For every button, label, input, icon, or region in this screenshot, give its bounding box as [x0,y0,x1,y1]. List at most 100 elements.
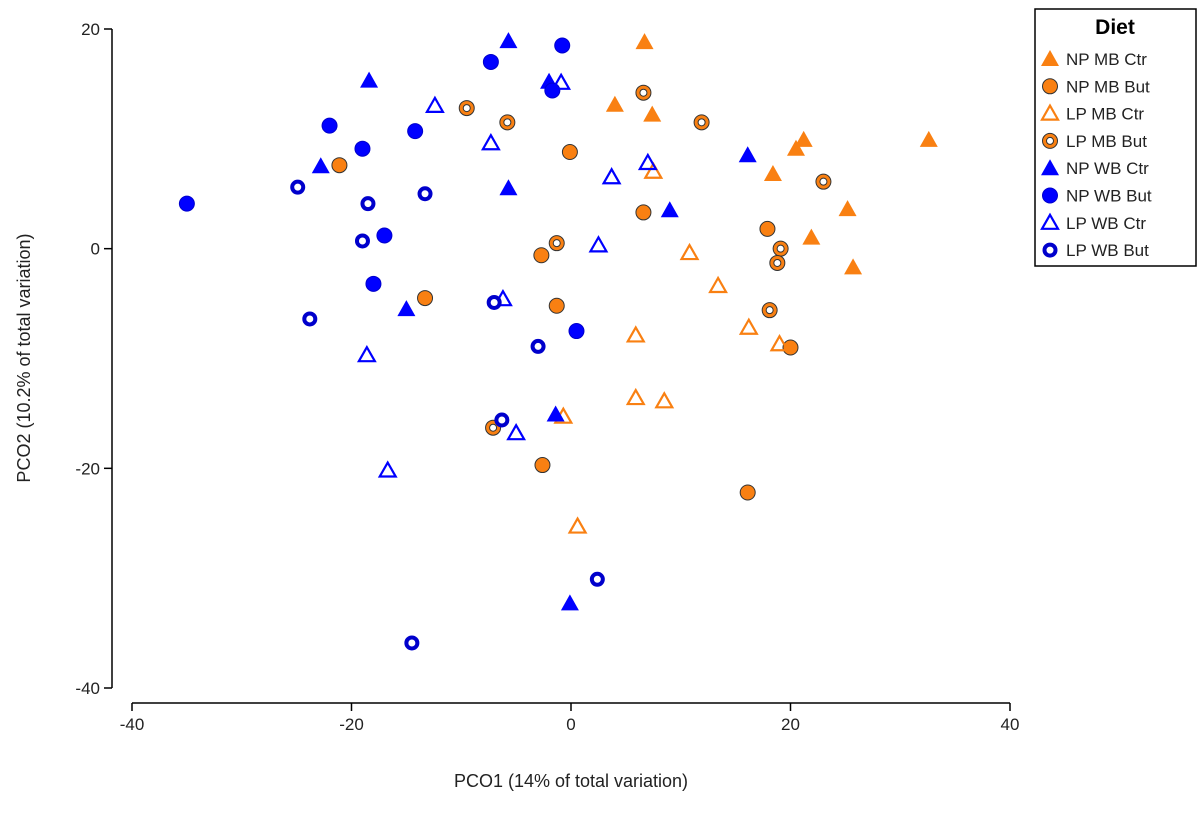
data-point [738,146,757,163]
legend-entry: NP WB Ctr [1041,159,1149,178]
series-np-mb-but [331,144,799,501]
data-point [546,405,565,422]
data-point [605,95,624,112]
y-tick-label: 0 [91,240,100,259]
legend-marker [1042,132,1058,149]
legend-label: LP WB Ctr [1066,214,1146,233]
data-point [635,84,652,101]
ring-marker [494,412,510,428]
series-lp-wb-ctr [356,72,658,478]
ring-inner [819,177,828,186]
data-point [331,157,348,174]
data-point [561,144,578,161]
data-point [404,635,420,651]
data-point [365,275,382,292]
data-point [376,227,393,244]
data-point [588,235,609,253]
data-point [544,82,561,99]
ring-marker [290,179,306,195]
data-point [302,311,318,327]
ring-marker [1042,242,1058,258]
data-point [494,412,510,428]
ring-marker [360,196,376,212]
legend: Diet NP MB Ctr NP MB But LP MB Ctr LP MB Bu… [1034,8,1197,267]
series-lp-wb-but [290,179,605,651]
legend-marker [1041,50,1059,66]
data-point [643,105,662,122]
series-lp-mb-but [458,84,832,436]
legend-marker [1042,242,1058,258]
legend-label: LP WB But [1066,241,1149,260]
legend-marker [1042,78,1058,95]
legend-label: LP MB Ctr [1066,105,1144,124]
legend-entry: NP MB Ctr [1041,50,1147,69]
ring-inner [697,118,706,127]
legend-marker [1042,187,1058,204]
ring-inner [639,88,648,97]
data-point [844,258,863,275]
legend-label: LP MB But [1066,132,1147,151]
legend-label: NP MB But [1066,77,1150,96]
x-tick-label: 20 [781,715,800,734]
ring-marker [302,311,318,327]
ring-inner [552,239,561,248]
data-point [417,290,434,307]
data-point [738,317,759,335]
data-point [486,294,502,310]
data-point [499,114,516,131]
x-tick-label: 40 [1001,715,1020,734]
legend-entry: NP MB But [1042,77,1150,96]
x-tick-label: -40 [120,715,145,734]
legend-label: NP WB But [1066,187,1152,206]
ring-inner [1046,136,1054,145]
data-point [772,240,789,257]
ring-marker [530,338,546,354]
legend-label: NP WB Ctr [1066,159,1149,178]
axes: -40 -20 0 20 40 -40 -20 0 20 [75,20,1019,734]
data-point [769,254,786,271]
data-point [499,32,518,49]
y-axis-label: PCO2 (10.2% of total variation) [14,233,34,482]
data-point [551,72,572,90]
x-tick-label: 0 [566,715,575,734]
data-point [708,275,728,294]
data-point [635,204,652,221]
data-point [802,228,821,245]
data-point [397,300,416,317]
data-point [360,71,379,88]
data-point [786,139,805,156]
data-point [568,323,585,340]
data-point [548,235,565,252]
y-tick-label: -40 [75,679,100,698]
ring-inner [765,306,774,315]
data-point [499,179,518,196]
y-tick-label: 20 [81,20,100,39]
data-point [360,196,376,212]
legend-entry: LP WB Ctr [1040,212,1146,233]
data-point [506,422,527,441]
data-point [311,157,330,174]
legend-title: Diet [1095,16,1135,39]
legend-marker [1040,212,1060,230]
data-point [838,200,857,217]
data-point [739,484,756,501]
data-point [354,233,370,249]
data-point [354,140,371,157]
data-point [377,460,398,478]
data-point [321,117,338,134]
series-np-wb-but [178,37,585,340]
ring-inner [776,244,785,253]
data-point [554,37,571,54]
legend-entry: LP MB Ctr [1040,103,1144,124]
data-point [356,344,377,363]
legend-box [1034,8,1197,267]
data-point [589,571,605,587]
data-point [635,33,654,50]
legend-entry: NP WB But [1042,187,1152,206]
x-axis-label: PCO1 (14% of total variation) [454,771,688,791]
data-point [679,242,700,261]
data-point [290,179,306,195]
series-np-mb-ctr [605,33,938,275]
ring-marker [486,294,502,310]
